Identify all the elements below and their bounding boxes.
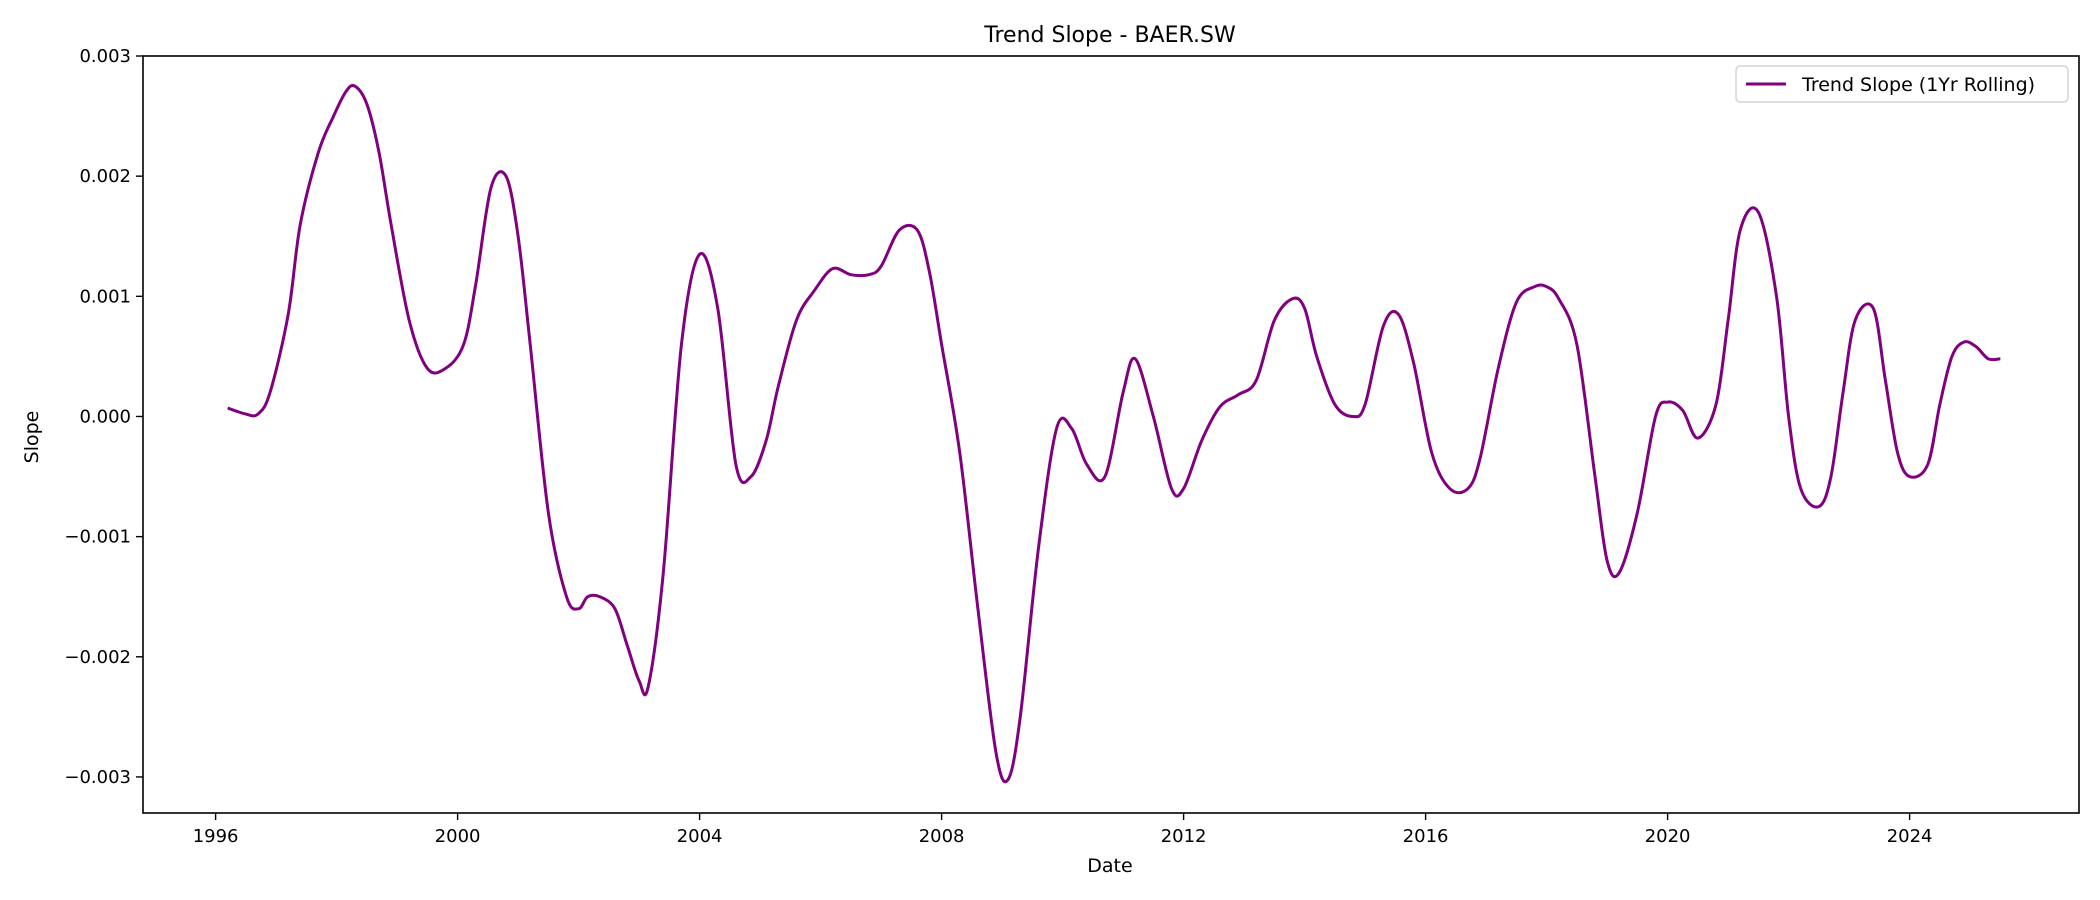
series-line-0: [227, 83, 2001, 784]
y-tick-label: 0.002: [79, 166, 131, 187]
x-tick-label: 2020: [1645, 826, 1691, 847]
y-tick-label: 0.001: [79, 286, 131, 307]
y-tick-label: −0.001: [64, 527, 131, 548]
x-axis-label: Date: [1087, 855, 1132, 877]
y-tick-label: 0.003: [79, 46, 131, 67]
y-tick-label: 0.000: [79, 406, 131, 427]
x-tick-label: 2016: [1403, 826, 1449, 847]
legend-label: Trend Slope (1Yr Rolling): [1801, 74, 2035, 96]
x-axis: 1996 2000 2004 2008 2012 2016 2020 2024: [193, 813, 1933, 847]
y-axis-label: Slope: [21, 411, 43, 464]
chart-title: Trend Slope - BAER.SW: [983, 23, 1236, 48]
plot-area: [227, 83, 2001, 784]
legend-box: [1735, 65, 2069, 103]
x-tick-label: 2012: [1161, 826, 1207, 847]
legend: Trend Slope (1Yr Rolling): [1735, 65, 2069, 103]
plot-frame: [142, 55, 2080, 814]
x-tick-label: 2024: [1887, 826, 1933, 847]
x-tick-label: 2008: [919, 826, 965, 847]
x-tick-label: 1996: [193, 826, 239, 847]
x-tick-label: 2000: [435, 826, 481, 847]
y-axis: −0.003 −0.002 −0.001 0.000 0.001 0.002 0.003: [64, 46, 143, 788]
y-tick-label: −0.002: [64, 647, 131, 668]
x-tick-label: 2004: [677, 826, 723, 847]
y-tick-label: −0.003: [64, 767, 131, 788]
